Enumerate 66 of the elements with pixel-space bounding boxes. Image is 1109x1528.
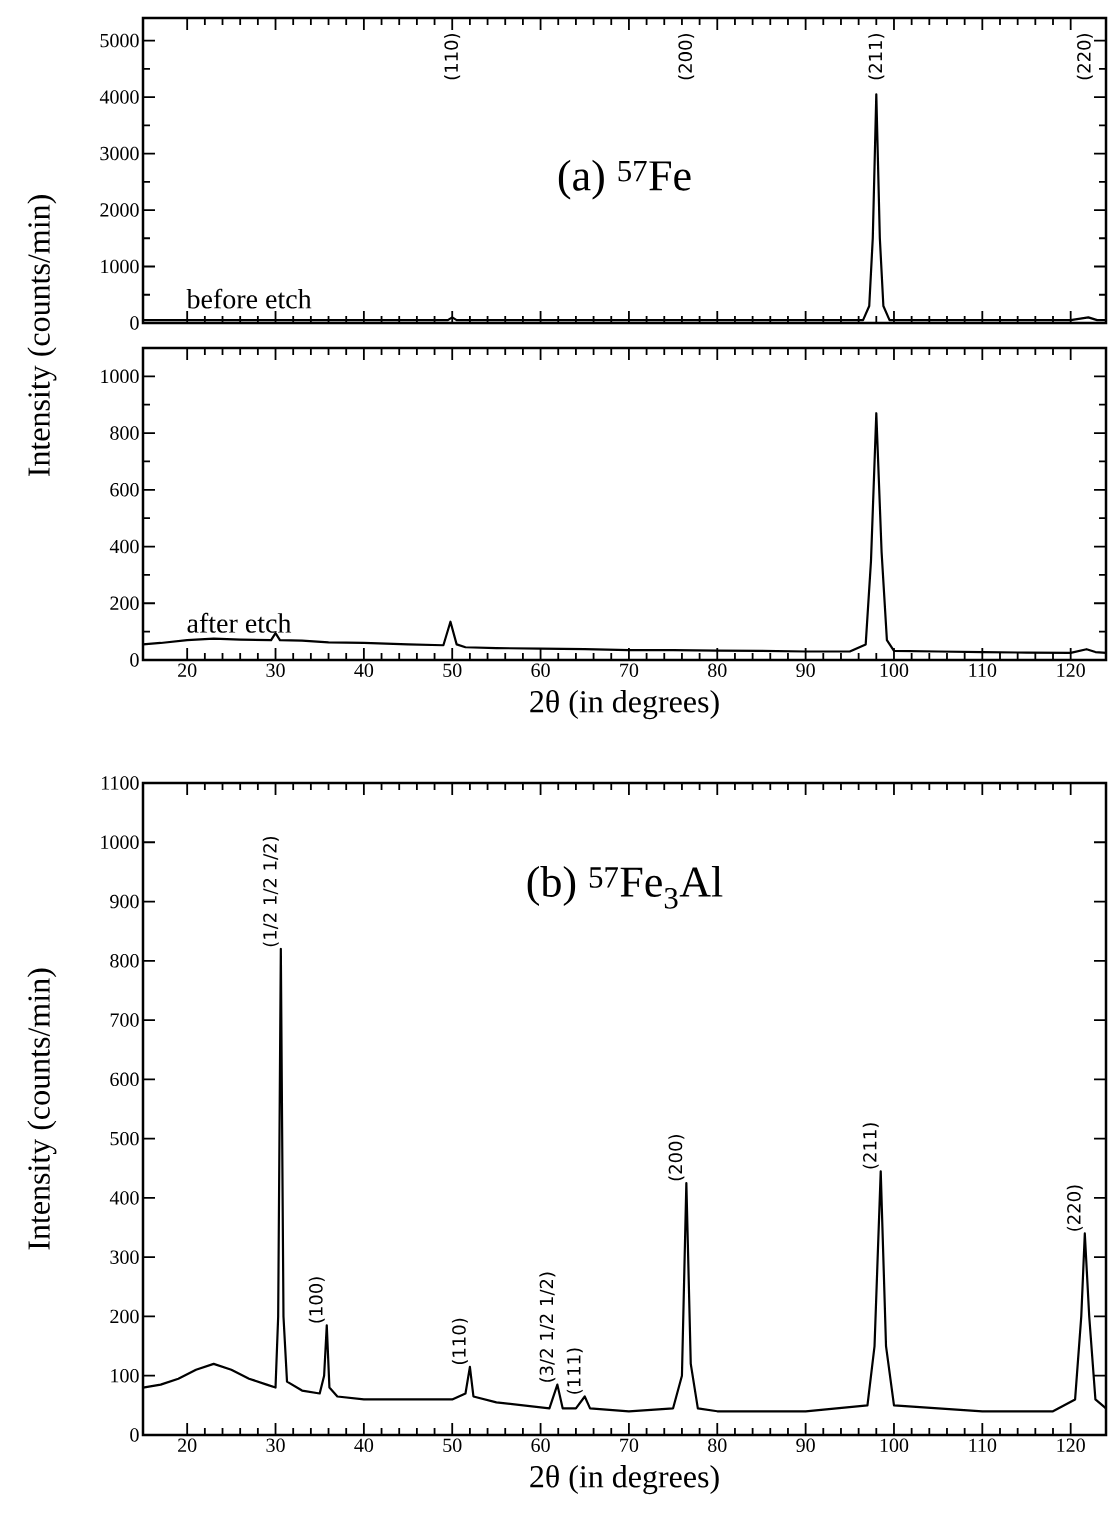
x-tick-label: 110 (969, 1438, 997, 1453)
annotation: (b) $^{57}$Fe$_{3}$Al (527, 866, 723, 909)
x-tick-label: 30 (266, 1438, 285, 1453)
x-tick-label: 40 (354, 663, 374, 678)
annotation: (111) (566, 1348, 583, 1394)
y-tick-label: 900 (110, 894, 139, 909)
x-tick-label: 70 (620, 1438, 639, 1453)
x-tick-label: 50 (443, 663, 462, 678)
legend-label: after etch (187, 612, 292, 633)
annotation: (3/2 1/2 1/2) (539, 1272, 556, 1382)
y-axis-title: Intensity (counts/min) (27, 968, 57, 1250)
x-tick-label: 80 (708, 663, 727, 678)
x-tick-label: 80 (708, 1438, 727, 1453)
x-tick-label: 60 (531, 1438, 550, 1453)
y-tick-label: 1000 (101, 369, 139, 384)
annotation: (110) (444, 34, 461, 80)
y-tick-label: 4000 (99, 90, 139, 104)
y-tick-label: 200 (110, 1309, 139, 1324)
annotation: (a) $^{57}$Fe (558, 159, 691, 200)
y-tick-label: 400 (109, 1191, 139, 1205)
y-tick-label: 600 (110, 1072, 139, 1087)
y-tick-label: 700 (110, 1013, 139, 1027)
annotation: (100) (308, 1277, 325, 1323)
y-tick-label: 0 (130, 1428, 139, 1442)
y-tick-label: 500 (110, 1131, 139, 1146)
y-tick-label: 400 (109, 539, 139, 554)
x-tick-label: 110 (969, 663, 997, 678)
annotation: (110) (451, 1318, 468, 1365)
annotation: (211) (868, 34, 885, 80)
annotation: (220) (1066, 1185, 1083, 1231)
y-tick-label: 300 (110, 1250, 139, 1264)
y-tick-label: 0 (130, 316, 139, 330)
annotation: (200) (678, 34, 695, 80)
legend-label: before etch (186, 288, 312, 309)
x-tick-label: 30 (266, 663, 285, 678)
x-tick-label: 120 (1057, 1438, 1085, 1453)
x-tick-label: 20 (178, 663, 197, 678)
annotation: (200) (668, 1135, 685, 1181)
y-axis-title: Intensity (counts/min) (27, 195, 57, 477)
y-tick-label: 600 (110, 483, 139, 497)
x-tick-label: 70 (620, 663, 639, 678)
x-tick-label: 100 (880, 1438, 909, 1453)
y-tick-label: 3000 (100, 146, 139, 161)
y-tick-label: 1000 (101, 259, 139, 274)
x-tick-label: 120 (1057, 663, 1085, 678)
y-tick-label: 2000 (100, 203, 139, 217)
y-tick-label: 200 (110, 596, 139, 610)
x-tick-label: 60 (531, 663, 550, 678)
annotation: (211) (862, 1123, 879, 1169)
x-axis-title: 2θ (in degrees) (530, 1464, 719, 1495)
x-tick-label: 20 (178, 1438, 197, 1453)
y-tick-label: 100 (111, 1368, 139, 1383)
y-tick-label: 1100 (101, 776, 139, 790)
y-tick-label: 5000 (100, 33, 139, 48)
y-tick-label: 1000 (101, 835, 139, 850)
x-tick-label: 90 (796, 1438, 815, 1453)
annotation: (220) (1076, 34, 1093, 80)
x-tick-label: 40 (354, 1438, 374, 1453)
x-axis-title: 2θ (in degrees) (530, 689, 719, 720)
y-tick-label: 0 (130, 653, 139, 667)
annotation: (1/2 1/2 1/2) (262, 836, 279, 947)
y-tick-label: 800 (110, 426, 139, 440)
x-tick-label: 90 (796, 663, 815, 678)
x-tick-label: 50 (443, 1438, 462, 1453)
y-tick-label: 800 (110, 954, 139, 968)
x-tick-label: 100 (880, 663, 909, 678)
